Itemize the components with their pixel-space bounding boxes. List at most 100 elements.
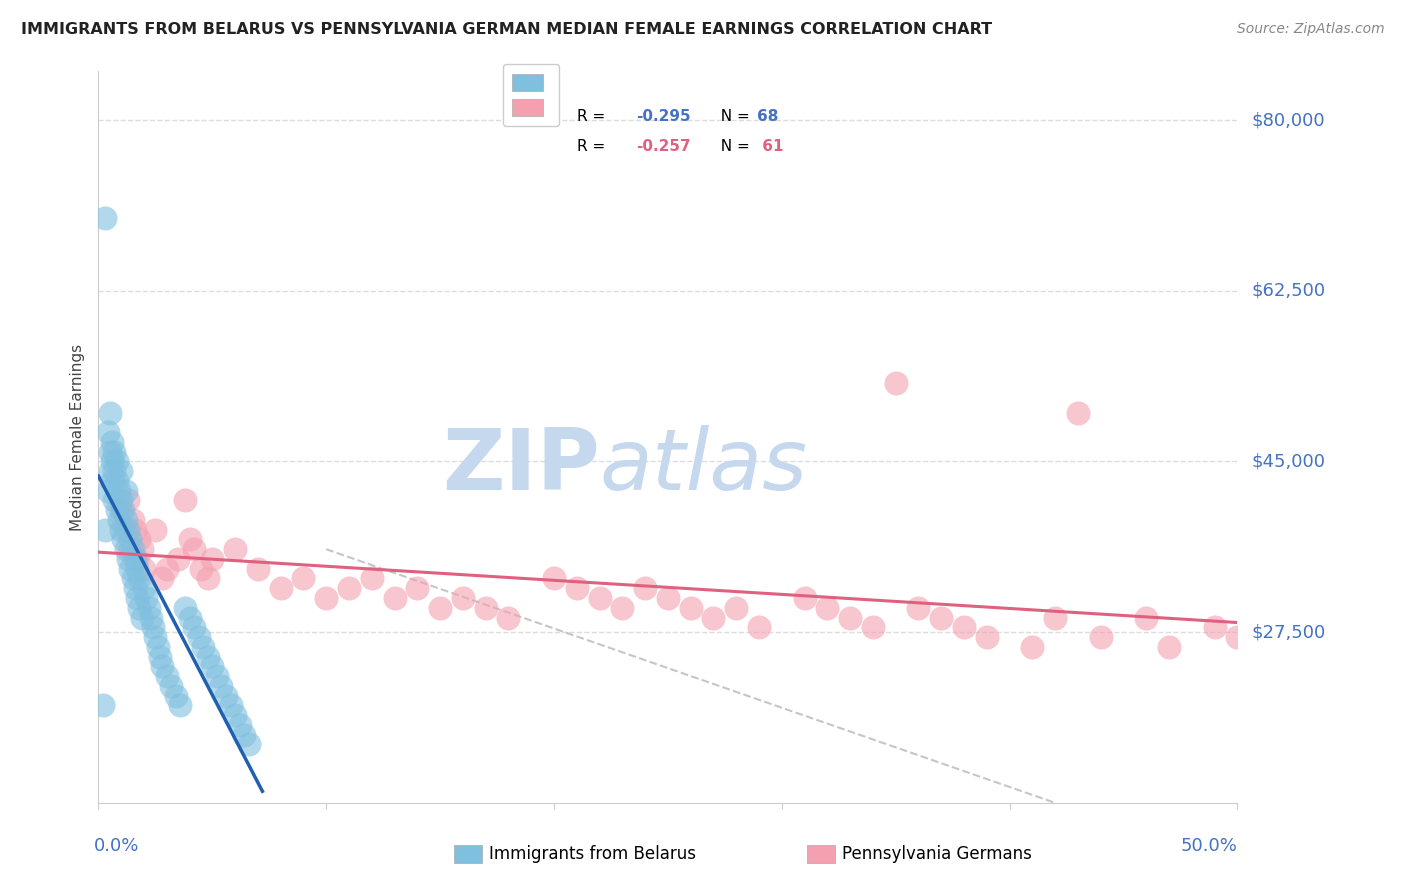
Point [238, 737, 260, 751]
Point [406, 581, 429, 595]
Point [197, 572, 219, 586]
Point [131, 542, 153, 557]
Text: $27,500: $27,500 [1251, 624, 1326, 641]
Legend: , : , [503, 64, 560, 126]
Point [209, 679, 232, 693]
Point [165, 689, 187, 703]
Point [128, 572, 150, 586]
Point [634, 581, 657, 595]
Point [884, 376, 907, 391]
Point [128, 533, 150, 547]
Point [121, 542, 143, 557]
Point [953, 620, 976, 634]
Point [201, 659, 224, 673]
Text: Pennsylvania Germans: Pennsylvania Germans [842, 845, 1032, 863]
Point [114, 513, 136, 527]
Point [145, 523, 167, 537]
Point [174, 493, 197, 508]
Point [117, 552, 139, 566]
Point [150, 572, 173, 586]
Point [174, 600, 197, 615]
Point [224, 542, 246, 557]
Point [219, 698, 242, 713]
Point [565, 581, 588, 595]
Point [839, 610, 862, 624]
Text: 68: 68 [758, 109, 779, 124]
Text: Source: ZipAtlas.com: Source: ZipAtlas.com [1237, 22, 1385, 37]
Point [498, 610, 520, 624]
Point [124, 523, 146, 537]
Text: ZIP: ZIP [441, 425, 599, 508]
Point [270, 581, 292, 595]
Point [120, 542, 142, 557]
Point [315, 591, 337, 605]
Point [793, 591, 815, 605]
Point [1021, 640, 1043, 654]
Point [1204, 620, 1226, 634]
Point [127, 562, 149, 576]
Point [150, 659, 173, 673]
Text: atlas: atlas [599, 425, 807, 508]
Text: N =: N = [711, 109, 755, 124]
Point [233, 727, 256, 741]
Point [91, 698, 114, 713]
Point [105, 454, 128, 468]
Point [679, 600, 702, 615]
Text: -0.295: -0.295 [637, 109, 692, 124]
Y-axis label: Median Female Earnings: Median Female Earnings [70, 343, 86, 531]
Point [384, 591, 406, 605]
Point [105, 474, 128, 488]
Point [127, 552, 149, 566]
Point [131, 610, 153, 624]
Point [815, 600, 838, 615]
Point [117, 493, 139, 508]
Point [124, 552, 146, 566]
Point [1135, 610, 1157, 624]
Point [108, 513, 131, 527]
Point [145, 630, 167, 644]
Point [160, 679, 183, 693]
Point [1090, 630, 1112, 644]
Point [1226, 630, 1249, 644]
Point [224, 708, 246, 723]
Point [1157, 640, 1180, 654]
Point [183, 542, 205, 557]
Point [156, 669, 179, 683]
Point [103, 493, 125, 508]
Point [179, 533, 201, 547]
Point [1249, 600, 1271, 615]
Point [98, 444, 121, 458]
Point [474, 600, 496, 615]
Point [94, 211, 117, 225]
Point [360, 572, 382, 586]
Point [110, 493, 132, 508]
Text: IMMIGRANTS FROM BELARUS VS PENNSYLVANIA GERMAN MEDIAN FEMALE EARNINGS CORRELATIO: IMMIGRANTS FROM BELARUS VS PENNSYLVANIA … [21, 22, 993, 37]
Point [110, 464, 132, 478]
Point [124, 581, 146, 595]
FancyBboxPatch shape [807, 846, 835, 863]
Point [120, 533, 142, 547]
Text: $80,000: $80,000 [1251, 112, 1324, 129]
Text: 0.0%: 0.0% [94, 837, 139, 855]
Point [105, 503, 128, 517]
Point [142, 620, 165, 634]
Text: $62,500: $62,500 [1251, 282, 1326, 300]
Text: $45,000: $45,000 [1251, 452, 1326, 470]
Point [246, 562, 269, 576]
Point [197, 649, 219, 664]
Point [112, 503, 135, 517]
Point [128, 600, 150, 615]
Point [657, 591, 679, 605]
Point [103, 444, 125, 458]
Point [976, 630, 998, 644]
Point [228, 718, 250, 732]
Point [149, 649, 172, 664]
Point [1067, 406, 1090, 420]
Point [612, 600, 634, 615]
Point [156, 562, 179, 576]
Point [907, 600, 929, 615]
Point [725, 600, 748, 615]
Point [101, 474, 124, 488]
Point [138, 600, 160, 615]
Point [167, 552, 190, 566]
